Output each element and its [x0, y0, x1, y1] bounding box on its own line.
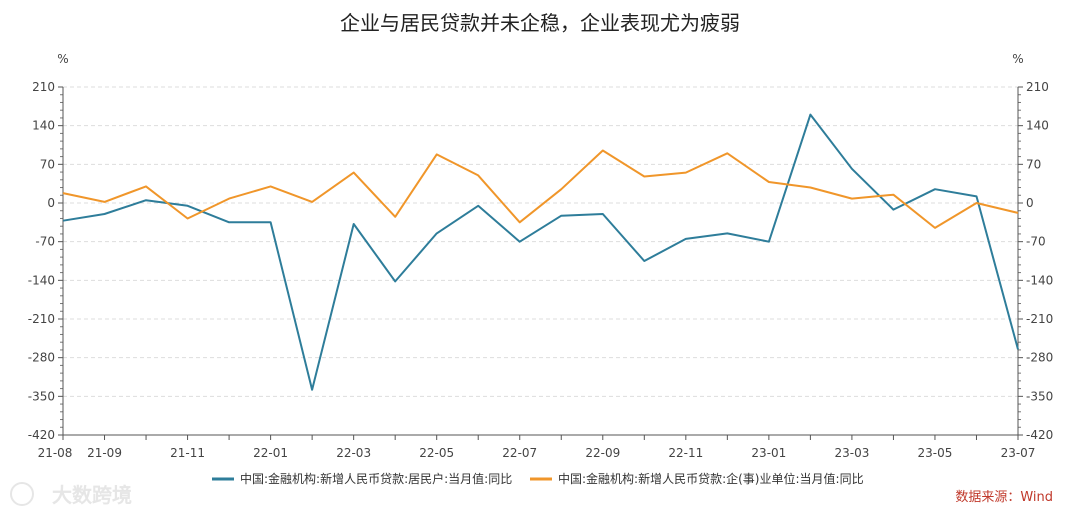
watermark-logo-icon	[10, 482, 34, 506]
right-y-tick-label: -280	[1026, 351, 1053, 365]
right-y-tick-label: 70	[1026, 157, 1041, 171]
x-tick-label: 23-01	[751, 446, 786, 460]
right-axis-unit: %	[1012, 52, 1023, 66]
x-tick-label: 22-09	[585, 446, 620, 460]
left-y-tick-label: 0	[47, 196, 55, 210]
x-tick-label: 21-11	[170, 446, 205, 460]
left-y-tick-label: -420	[28, 428, 55, 442]
right-y-tick-label: -70	[1026, 235, 1046, 249]
x-tick-label: 22-05	[419, 446, 454, 460]
x-tick-label: 23-07	[1001, 446, 1036, 460]
x-tick-label: 23-03	[834, 446, 869, 460]
left-y-tick-label: -140	[28, 273, 55, 287]
legend-label-1: 中国:金融机构:新增人民币贷款:居民户:当月值:同比	[240, 471, 512, 486]
left-y-tick-label: -280	[28, 351, 55, 365]
series-line-2	[62, 149, 1019, 229]
right-y-tick-label: -350	[1026, 389, 1053, 403]
series-line-1	[62, 113, 1019, 391]
x-tick-label: 22-11	[668, 446, 703, 460]
x-tick-label: 22-01	[253, 446, 288, 460]
right-y-tick-label: 140	[1026, 119, 1049, 133]
left-y-tick-label: -350	[28, 389, 55, 403]
x-tick-label: 23-05	[918, 446, 953, 460]
left-y-tick-label: 140	[32, 119, 55, 133]
x-tick-label: 22-07	[502, 446, 537, 460]
right-y-tick-label: -210	[1026, 312, 1053, 326]
right-y-tick-label: -140	[1026, 273, 1053, 287]
right-y-tick-label: 0	[1026, 196, 1034, 210]
left-axis-unit: %	[57, 52, 68, 66]
left-y-tick-label: -70	[35, 235, 55, 249]
axes: 210 210 140 140 70 70 0 0 -70 -70 -140 -140 -210 -210…	[28, 80, 1053, 460]
x-tick-label: 22-03	[336, 446, 371, 460]
chart-title: 企业与居民贷款并未企稳，企业表现尤为疲弱	[340, 11, 740, 35]
watermark: 大数跨境	[10, 482, 132, 507]
series-lines	[62, 113, 1019, 391]
watermark-text: 大数跨境	[52, 483, 132, 507]
right-y-tick-label: 210	[1026, 80, 1049, 94]
gridlines	[63, 86, 1018, 397]
source-note: 数据来源：Wind	[955, 490, 1053, 505]
left-y-tick-label: 70	[40, 157, 55, 171]
left-y-tick-label: -210	[28, 312, 55, 326]
legend: 中国:金融机构:新增人民币贷款:居民户:当月值:同比 中国:金融机构:新增人民币贷…	[212, 471, 864, 486]
x-tick-label: 21-08	[38, 446, 73, 460]
right-y-tick-label: -420	[1026, 428, 1053, 442]
x-tick-label: 21-09	[87, 446, 122, 460]
legend-label-2: 中国:金融机构:新增人民币贷款:企(事)业单位:当月值:同比	[558, 471, 864, 486]
left-y-tick-label: 210	[32, 80, 55, 94]
